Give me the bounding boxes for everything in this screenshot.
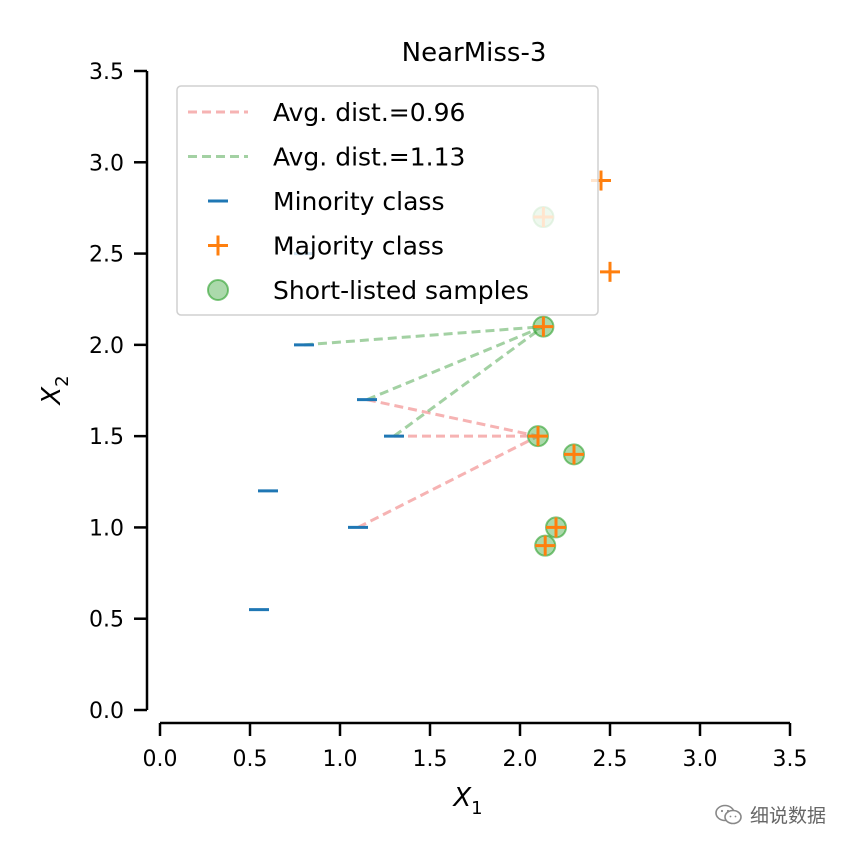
legend-label: Avg. dist.=1.13 (273, 143, 465, 172)
legend-item: Avg. dist.=1.13 (188, 143, 465, 172)
wechat-icon (715, 804, 742, 824)
legend-label: Short-listed samples (273, 276, 529, 305)
distance-line (303, 325, 544, 347)
x-tick-label: 0.5 (233, 747, 268, 772)
x-tick-label: 1.0 (323, 747, 358, 772)
x-tick-label: 3.0 (683, 747, 718, 772)
legend-item: Majority class (208, 232, 444, 261)
distance-line (366, 398, 539, 438)
distance-line (366, 325, 544, 402)
distance-line (393, 325, 545, 438)
majority-point (600, 261, 620, 282)
x-tick-label: 2.0 (503, 747, 538, 772)
x-tick-label: 0.0 (143, 747, 178, 772)
distance-line (357, 434, 539, 529)
y-axis-title-main: X (37, 386, 67, 407)
x-axis-title-main: X (451, 783, 472, 813)
legend-label: Majority class (273, 232, 444, 261)
y-axis-title-sub: 2 (52, 375, 73, 386)
legend-label: Minority class (273, 187, 444, 216)
chart-title: NearMiss-3 (402, 38, 547, 68)
x-tick-label: 2.5 (593, 747, 628, 772)
x-tick-label: 3.5 (773, 747, 808, 772)
x-axis-title: X1 (451, 783, 482, 819)
legend: Avg. dist.=0.96 Avg. dist.=1.13 Minority c… (176, 85, 599, 316)
y-axis-title: X2 (37, 375, 73, 406)
y-tick-label: 3.0 (89, 151, 124, 176)
x-axis: 0.0 0.5 1.0 1.5 2.0 2.5 3.0 3.5 (143, 721, 808, 772)
x-axis-title-sub: 1 (471, 798, 482, 819)
legend-label: Avg. dist.=0.96 (273, 98, 465, 127)
legend-item: Short-listed samples (207, 276, 529, 305)
y-tick-label: 2.5 (89, 243, 124, 268)
y-tick-label: 0.0 (89, 699, 124, 724)
majority-point (535, 535, 556, 556)
majority-point (533, 316, 554, 337)
legend-swatch-circle (207, 279, 229, 301)
x-tick-label: 1.5 (413, 747, 448, 772)
majority-point (564, 444, 584, 465)
y-tick-label: 1.5 (89, 425, 124, 450)
watermark: 细说数据 (714, 801, 826, 828)
y-tick-label: 0.5 (89, 608, 124, 633)
legend-frame (176, 85, 599, 316)
y-axis: 0.0 0.5 1.0 1.5 2.0 2.5 3.0 3.5 (89, 60, 149, 724)
y-tick-label: 3.5 (89, 60, 124, 85)
majority-point (528, 426, 548, 447)
legend-item: Minority class (208, 187, 444, 216)
watermark-text: 细说数据 (749, 805, 826, 827)
y-tick-label: 1.0 (89, 516, 124, 541)
majority-point (546, 517, 566, 538)
y-tick-label: 2.0 (89, 334, 124, 359)
legend-item: Avg. dist.=0.96 (188, 98, 465, 127)
